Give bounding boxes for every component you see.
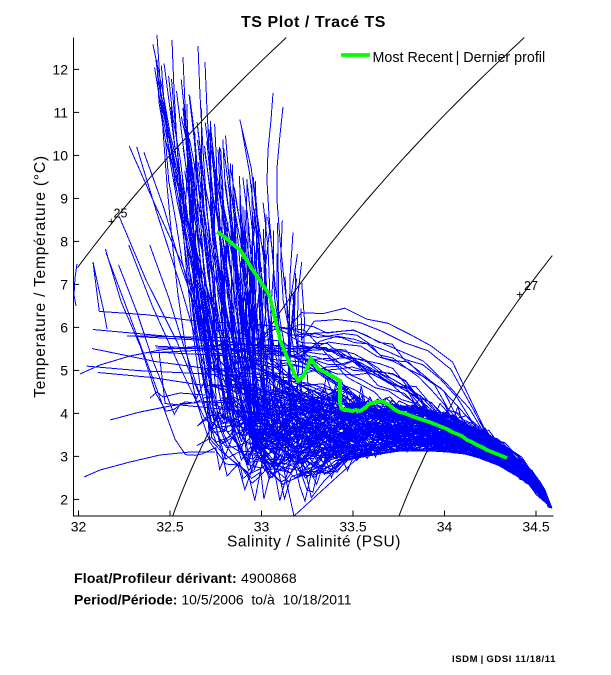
svg-text:33: 33 — [254, 519, 270, 535]
svg-text:32.5: 32.5 — [156, 519, 183, 535]
svg-text:33.5: 33.5 — [339, 519, 366, 535]
svg-text:3: 3 — [60, 448, 68, 464]
svg-text:6: 6 — [60, 319, 68, 335]
svg-text:TS Plot / Tracé TS: TS Plot / Tracé TS — [241, 14, 386, 31]
svg-text:Temperature / Température (°C): Temperature / Température (°C) — [32, 155, 49, 398]
svg-text:34: 34 — [437, 519, 453, 535]
svg-text:5: 5 — [60, 362, 68, 378]
svg-text:7: 7 — [60, 276, 68, 292]
svg-text:8: 8 — [60, 233, 68, 249]
svg-text:27: 27 — [524, 279, 538, 293]
svg-text:34.5: 34.5 — [522, 519, 549, 535]
svg-text:Most Recent | Dernier profil: Most Recent | Dernier profil — [373, 50, 546, 66]
svg-text:2: 2 — [60, 491, 68, 507]
svg-text:Period/Période: 10/5/2006 to/: Period/Période: 10/5/2006 to/à 10/18/201… — [74, 592, 352, 608]
svg-text:4: 4 — [60, 405, 68, 421]
svg-text:12: 12 — [52, 61, 68, 77]
svg-text:10: 10 — [52, 147, 68, 163]
svg-text:25: 25 — [114, 207, 128, 221]
svg-text:11: 11 — [53, 104, 68, 120]
svg-text:Salinity / Salinité (PSU): Salinity / Salinité (PSU) — [227, 534, 401, 551]
svg-text:ISDM | GDSI 11/18/11: ISDM | GDSI 11/18/11 — [452, 654, 556, 665]
svg-text:Float/Profileur dérivant: 4900: Float/Profileur dérivant: 4900868 — [74, 570, 297, 586]
svg-text:9: 9 — [60, 190, 68, 206]
svg-text:32: 32 — [71, 519, 87, 535]
svg-text:+: + — [516, 287, 523, 301]
svg-text:+: + — [108, 214, 115, 228]
